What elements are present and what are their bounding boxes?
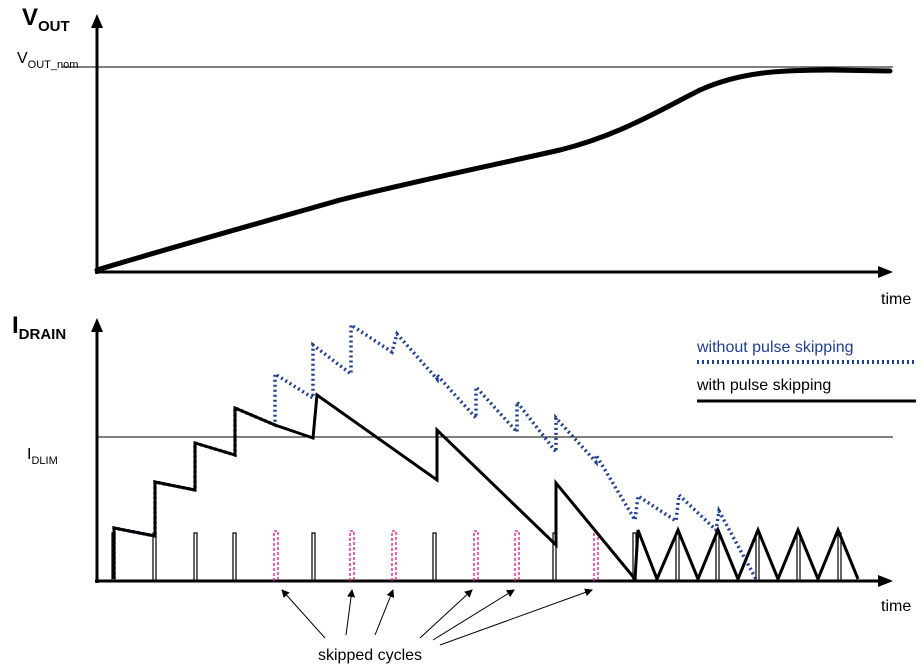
gate-pulses	[111, 532, 842, 581]
skipped-cycles-arrows	[281, 588, 593, 646]
annotation-arrow	[432, 589, 515, 641]
annotation-arrow	[374, 589, 395, 636]
gate-pulse	[755, 532, 760, 581]
gate-pulse	[152, 532, 157, 581]
legend-with-label: with pulse skipping	[696, 377, 831, 394]
gate-pulse	[796, 532, 801, 581]
legend-without-label: without pulse skipping	[696, 339, 854, 356]
top-time-label: time	[881, 291, 911, 308]
skipped-pulse	[391, 530, 397, 581]
bottom-plot: without pulse skipping with pulse skippi…	[12, 312, 916, 664]
skipped-pulse	[473, 530, 479, 581]
legend: without pulse skipping with pulse skippi…	[696, 339, 916, 403]
gate-pulse	[193, 532, 198, 581]
annotation-arrow	[281, 589, 326, 639]
vout-nom-label: VOUT_nom	[17, 50, 78, 71]
top-plot: VOUT VOUT_nom time	[17, 4, 911, 308]
skipped-pulse	[514, 530, 520, 581]
vout-axis-label: VOUT	[22, 4, 70, 35]
annotation-arrow	[439, 588, 593, 646]
gate-pulse	[232, 532, 237, 581]
without-pulse-skipping-curve	[112, 321, 758, 580]
bottom-time-label: time	[881, 598, 911, 615]
skipped-pulse	[273, 530, 279, 581]
idrain-axis-label: IDRAIN	[12, 312, 66, 343]
skipped-pulse	[349, 530, 355, 581]
idlim-label: IDLIM	[27, 446, 58, 467]
annotation-arrow	[345, 589, 356, 636]
top-x-axis-arrow	[878, 266, 893, 278]
top-y-axis-arrow	[91, 14, 103, 28]
skipped-cycles-label: skipped cycles	[318, 647, 422, 664]
gate-pulse	[675, 532, 680, 581]
annotation-arrow	[419, 589, 473, 639]
vout-curve	[94, 67, 893, 273]
with-pulse-skipping-curve	[112, 392, 860, 583]
gate-pulse	[311, 532, 316, 581]
gate-pulse	[432, 532, 437, 581]
bottom-y-axis-arrow	[91, 318, 103, 332]
bottom-x-axis-arrow	[878, 575, 893, 587]
gate-pulse	[715, 532, 720, 581]
skipped-pulse	[593, 530, 599, 581]
